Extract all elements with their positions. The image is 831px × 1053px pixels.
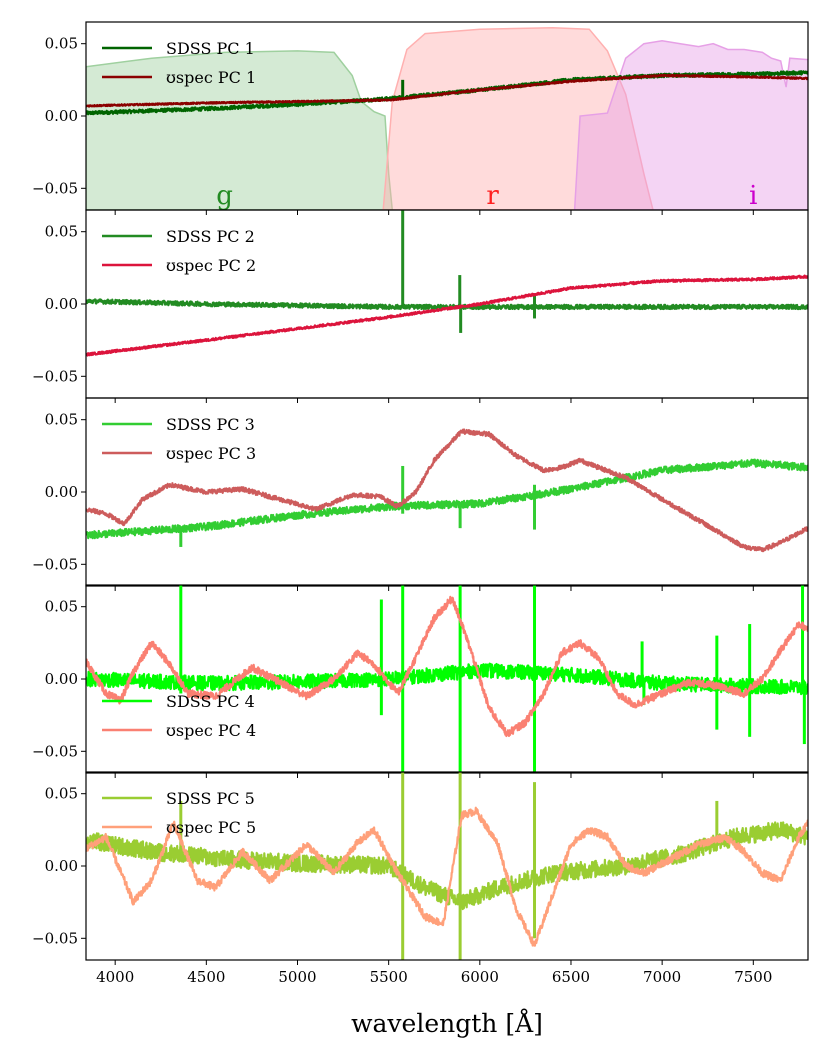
y-tick-label: −0.05 — [32, 555, 78, 573]
series-line-pc2-0 — [86, 298, 808, 311]
legend-label-pc2-1: ʊspec PC 2 — [166, 256, 256, 275]
legend-label-pc5-0: SDSS PC 5 — [166, 789, 255, 808]
legend-label-pc3-0: SDSS PC 3 — [166, 415, 255, 434]
panel-1-plot-area — [86, 27, 808, 210]
legend-label-pc3-1: ʊspec PC 3 — [166, 444, 256, 463]
series-line-pc5-1 — [86, 806, 808, 947]
x-tick-label: 6000 — [461, 968, 499, 986]
filter-curve-r — [382, 27, 654, 210]
x-tick-label: 7500 — [734, 968, 772, 986]
legend-label-pc1-1: ʊspec PC 1 — [166, 68, 256, 87]
panel-4-plot-area — [86, 585, 808, 773]
series-line-pc3-1 — [86, 428, 808, 553]
y-tick-label: 0.00 — [45, 107, 78, 125]
series-line-pc1-1 — [86, 73, 808, 108]
y-tick-label: 0.00 — [45, 483, 78, 501]
y-tick-label: −0.05 — [32, 179, 78, 197]
series-line-pc4-1 — [86, 595, 808, 738]
series-line-pc2-1 — [86, 274, 808, 357]
series-line-pc3-0 — [86, 458, 808, 540]
legend-label-pc5-1: ʊspec PC 5 — [166, 818, 256, 837]
filter-label-r: r — [486, 181, 499, 211]
y-tick-label: 0.05 — [45, 223, 78, 241]
x-axis-label: wavelength [Å] — [351, 1008, 543, 1038]
x-tick-label: 6500 — [552, 968, 590, 986]
y-tick-label: 0.00 — [45, 295, 78, 313]
x-tick-label: 5500 — [370, 968, 408, 986]
y-tick-label: 0.05 — [45, 785, 78, 803]
legend-label-pc2-0: SDSS PC 2 — [166, 227, 255, 246]
panel-5-plot-area — [86, 772, 808, 960]
y-tick-label: 0.05 — [45, 35, 78, 53]
y-tick-label: 0.00 — [45, 670, 78, 688]
y-tick-label: 0.00 — [45, 857, 78, 875]
x-tick-label: 4500 — [187, 968, 225, 986]
x-tick-label: 5000 — [278, 968, 316, 986]
y-tick-label: −0.05 — [32, 742, 78, 760]
series-line-pc4-0 — [86, 662, 808, 696]
y-tick-label: −0.05 — [32, 367, 78, 385]
panel-2-plot-area — [86, 210, 808, 357]
legend-label-pc4-0: SDSS PC 4 — [166, 692, 255, 711]
y-tick-label: 0.05 — [45, 598, 78, 616]
filter-curve-i — [573, 40, 808, 210]
filter-label-g: g — [216, 181, 233, 211]
y-tick-label: −0.05 — [32, 929, 78, 947]
y-tick-label: 0.05 — [45, 411, 78, 429]
legend-label-pc1-0: SDSS PC 1 — [166, 39, 255, 58]
legend-label-pc4-1: ʊspec PC 4 — [166, 721, 256, 740]
x-tick-label: 7000 — [643, 968, 681, 986]
filter-label-i: i — [749, 181, 757, 211]
panel-3-plot-area — [86, 428, 808, 553]
x-tick-label: 4000 — [96, 968, 134, 986]
